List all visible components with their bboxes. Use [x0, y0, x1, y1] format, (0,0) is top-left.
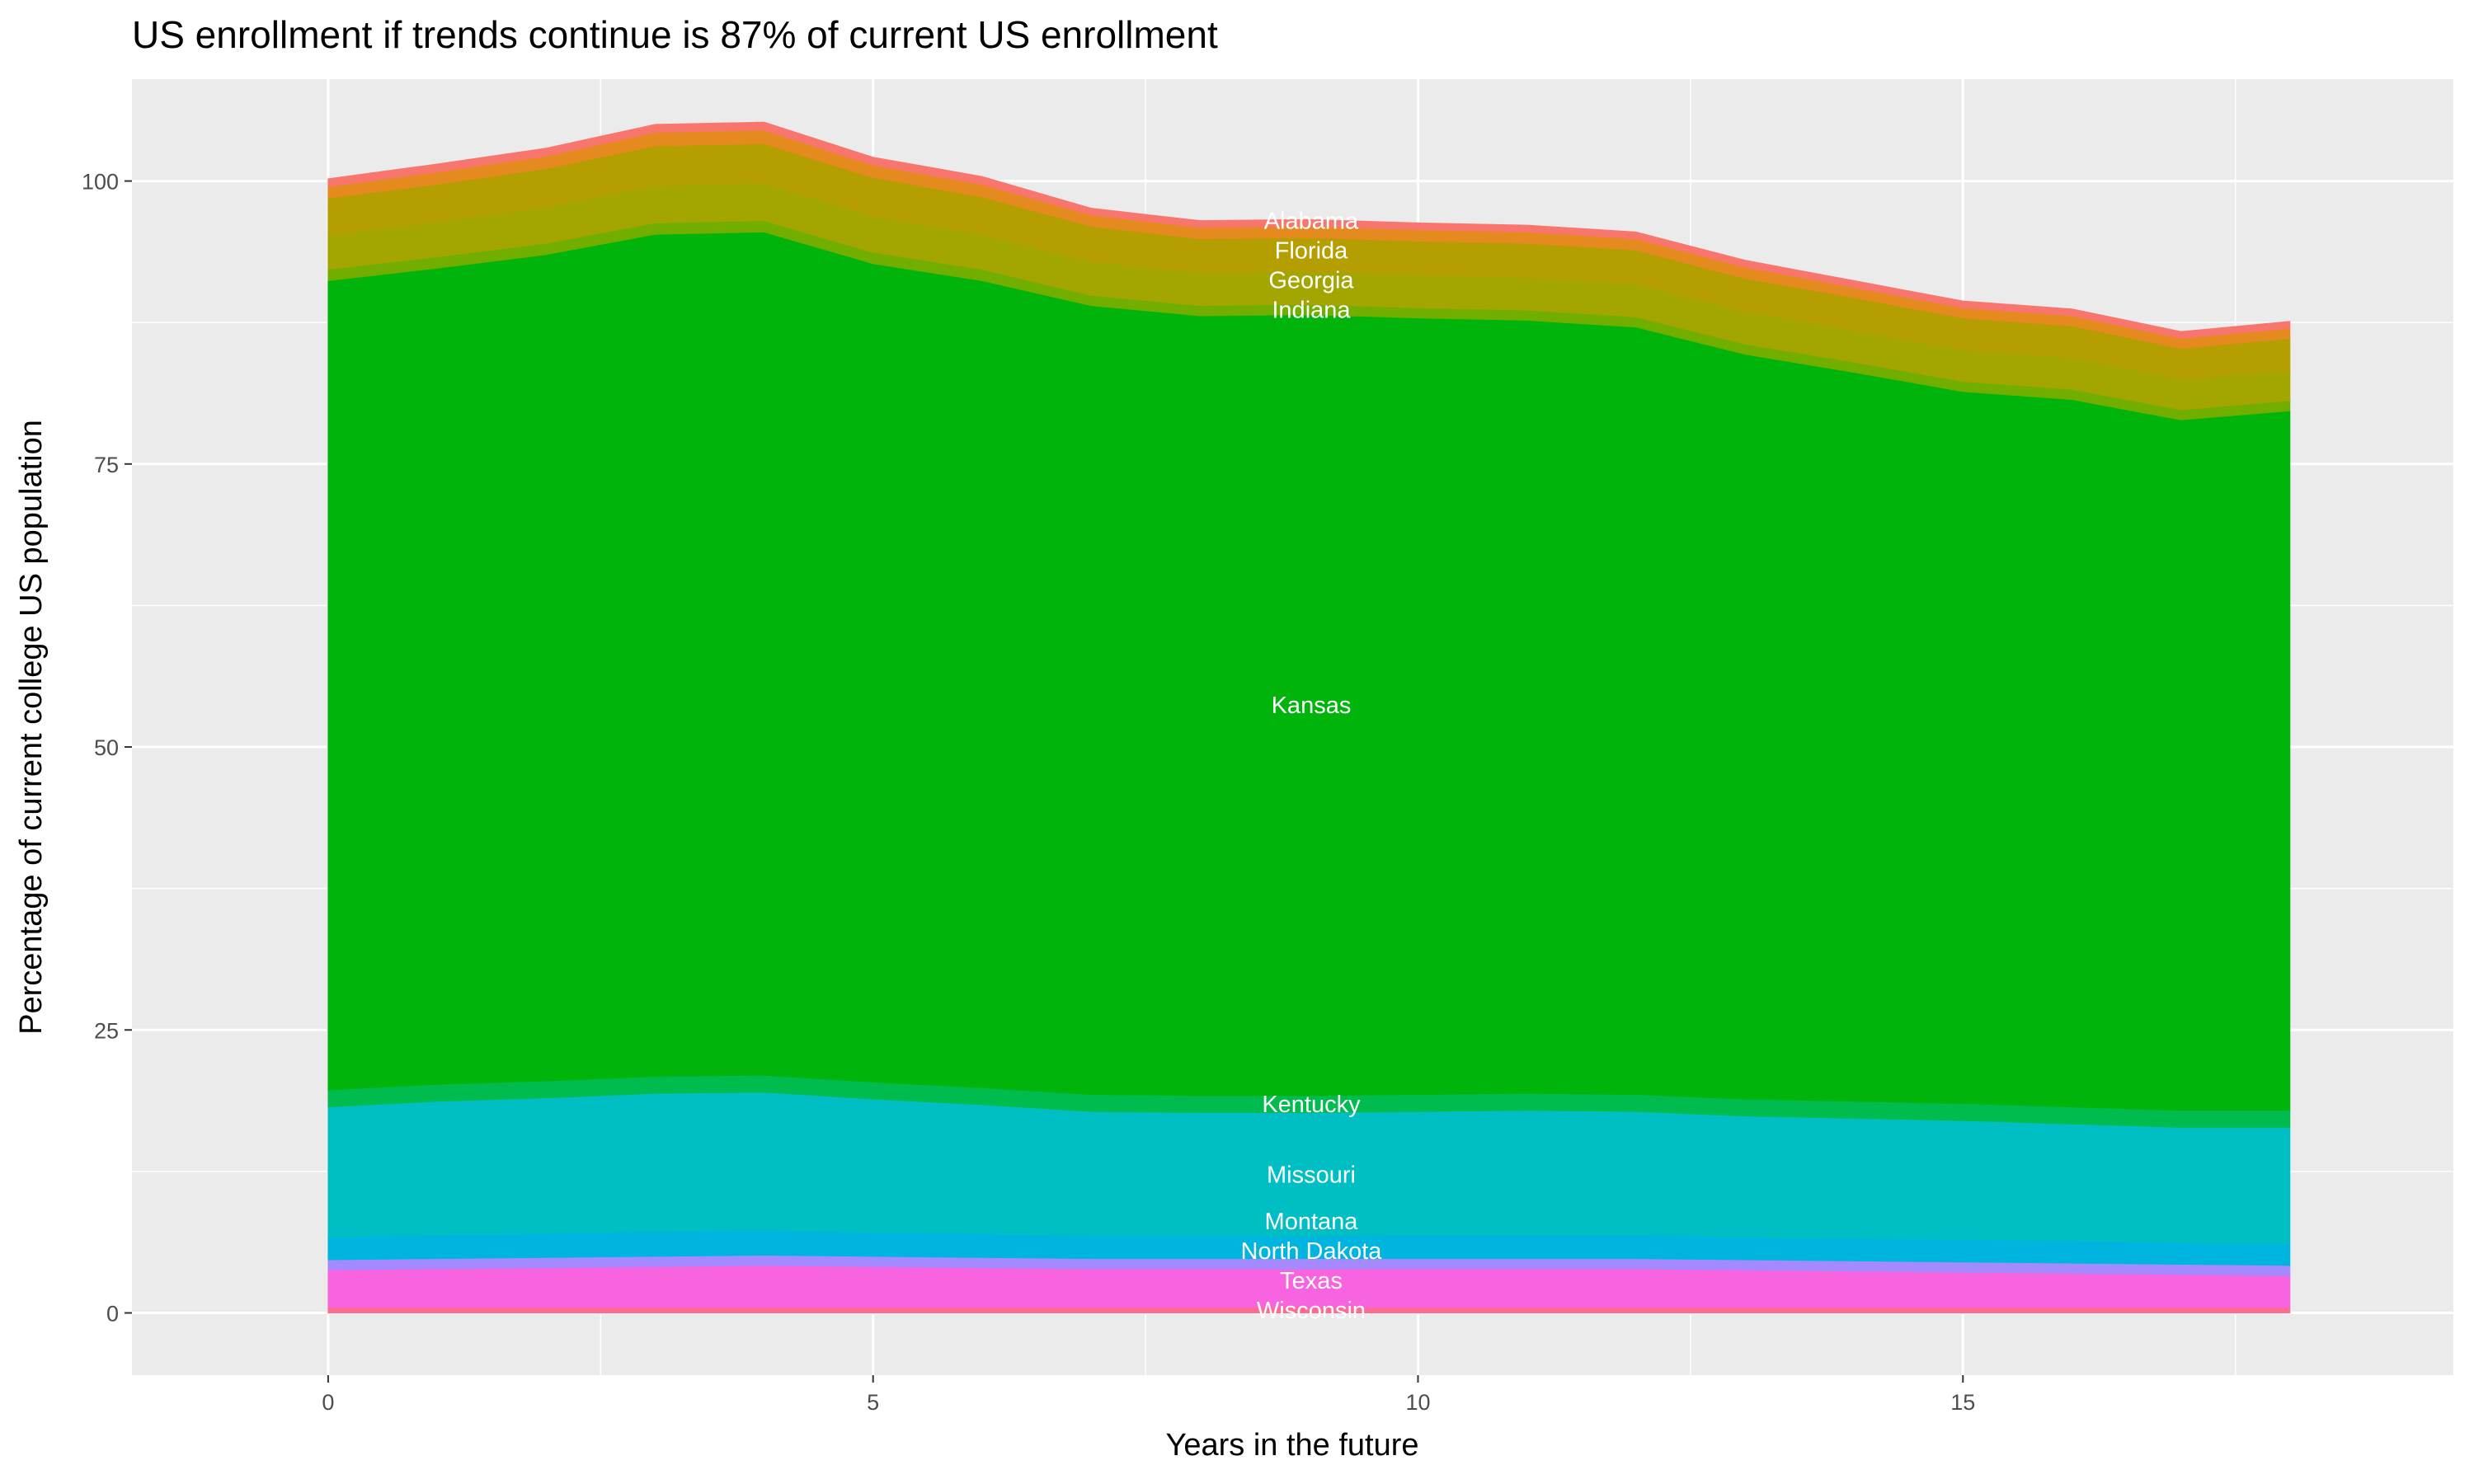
y-tick-label: 75 [94, 453, 119, 477]
x-tick-label: 5 [867, 1390, 879, 1415]
x-axis-title: Years in the future [1165, 1428, 1418, 1463]
series-label: Alabama [1264, 208, 1359, 234]
x-tick-label: 10 [1405, 1390, 1430, 1415]
chart-title: US enrollment if trends continue is 87% … [132, 13, 1218, 56]
x-axis-ticks: 0 5 10 15 [322, 1375, 1975, 1415]
series-label: Florida [1275, 237, 1349, 264]
y-axis-ticks: 0 25 50 75 100 [82, 170, 132, 1326]
series-label: Kentucky [1262, 1092, 1361, 1118]
x-tick-label: 15 [1950, 1390, 1975, 1415]
y-tick-label: 25 [94, 1018, 119, 1043]
area-unlabeled [327, 121, 2291, 339]
y-tick-label: 100 [82, 170, 119, 195]
x-tick-label: 0 [322, 1390, 334, 1415]
series-label: North Dakota [1241, 1238, 1383, 1265]
series-label: Montana [1265, 1209, 1359, 1235]
series-label: Wisconsin [1257, 1298, 1366, 1324]
series-label: Kansas [1272, 693, 1352, 719]
series-label: Georgia [1268, 267, 1354, 294]
y-tick-label: 50 [94, 735, 119, 760]
series-label: Indiana [1272, 297, 1351, 323]
series-label: Missouri [1267, 1162, 1356, 1188]
y-axis-title: Percentage of current college US populat… [14, 420, 49, 1035]
series-label: Texas [1280, 1268, 1343, 1294]
y-tick-label: 0 [106, 1301, 119, 1326]
series-labels: Wisconsin Texas North Dakota Montana Missour… [1241, 208, 1383, 1324]
area-series [327, 121, 2291, 1313]
